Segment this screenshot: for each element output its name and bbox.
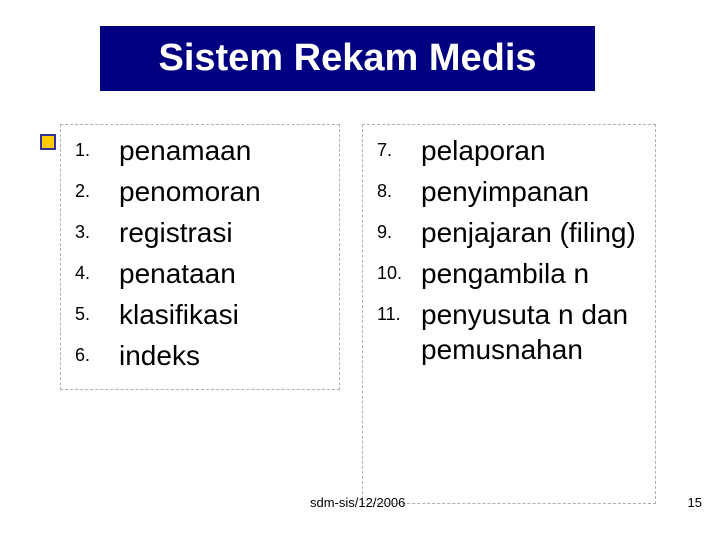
list-item: 2. penomoran bbox=[75, 174, 329, 209]
item-number: 4. bbox=[75, 256, 119, 284]
title-bar: Sistem Rekam Medis bbox=[100, 26, 595, 91]
item-label: pelaporan bbox=[421, 133, 546, 168]
item-number: 10. bbox=[377, 256, 421, 284]
list-item: 4. penataan bbox=[75, 256, 329, 291]
footer-text: sdm-sis/12/2006 bbox=[310, 495, 405, 510]
item-label: penyusuta n dan pemusnahan bbox=[421, 297, 645, 367]
item-number: 1. bbox=[75, 133, 119, 161]
item-label: pengambila n bbox=[421, 256, 589, 291]
item-label: indeks bbox=[119, 338, 200, 373]
item-number: 3. bbox=[75, 215, 119, 243]
slide-title: Sistem Rekam Medis bbox=[158, 37, 536, 80]
item-label: penjajaran (filing) bbox=[421, 215, 636, 250]
right-list-box: 7. pelaporan 8. penyimpanan 9. penjajara… bbox=[362, 124, 656, 504]
item-number: 11. bbox=[377, 297, 421, 325]
item-number: 2. bbox=[75, 174, 119, 202]
list-item: 11. penyusuta n dan pemusnahan bbox=[377, 297, 645, 367]
item-label: klasifikasi bbox=[119, 297, 239, 332]
page-number: 15 bbox=[688, 495, 702, 510]
list-item: 6. indeks bbox=[75, 338, 329, 373]
item-label: registrasi bbox=[119, 215, 233, 250]
item-label: penomoran bbox=[119, 174, 261, 209]
slide: Sistem Rekam Medis 1. penamaan 2. penomo… bbox=[0, 0, 720, 540]
item-number: 8. bbox=[377, 174, 421, 202]
item-label: penamaan bbox=[119, 133, 251, 168]
list-item: 8. penyimpanan bbox=[377, 174, 645, 209]
item-label: penyimpanan bbox=[421, 174, 589, 209]
item-number: 9. bbox=[377, 215, 421, 243]
accent-square bbox=[40, 134, 56, 150]
list-item: 3. registrasi bbox=[75, 215, 329, 250]
list-item: 7. pelaporan bbox=[377, 133, 645, 168]
list-item: 5. klasifikasi bbox=[75, 297, 329, 332]
list-item: 1. penamaan bbox=[75, 133, 329, 168]
list-item: 9. penjajaran (filing) bbox=[377, 215, 645, 250]
item-number: 7. bbox=[377, 133, 421, 161]
list-item: 10. pengambila n bbox=[377, 256, 645, 291]
left-list-box: 1. penamaan 2. penomoran 3. registrasi 4… bbox=[60, 124, 340, 390]
item-number: 5. bbox=[75, 297, 119, 325]
item-number: 6. bbox=[75, 338, 119, 366]
item-label: penataan bbox=[119, 256, 236, 291]
